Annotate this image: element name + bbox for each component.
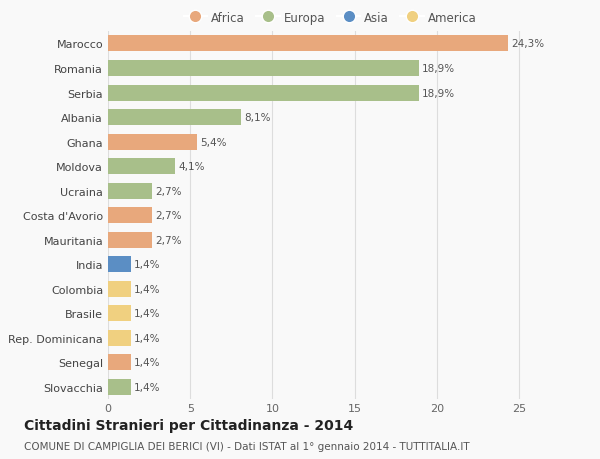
Text: 1,4%: 1,4% <box>134 358 161 368</box>
Bar <box>108 159 175 175</box>
Bar <box>108 355 131 370</box>
Text: 4,1%: 4,1% <box>179 162 205 172</box>
Bar <box>108 257 131 273</box>
Bar <box>108 379 131 395</box>
Legend: Africa, Europa, Asia, America: Africa, Europa, Asia, America <box>179 7 481 29</box>
Bar <box>108 281 131 297</box>
Bar <box>108 330 131 346</box>
Text: 2,7%: 2,7% <box>155 235 182 245</box>
Bar <box>108 61 419 77</box>
Bar <box>108 110 241 126</box>
Text: 18,9%: 18,9% <box>422 88 455 98</box>
Text: 18,9%: 18,9% <box>422 64 455 74</box>
Bar <box>108 183 152 199</box>
Text: 2,7%: 2,7% <box>155 211 182 221</box>
Text: 1,4%: 1,4% <box>134 382 161 392</box>
Text: 1,4%: 1,4% <box>134 333 161 343</box>
Text: 8,1%: 8,1% <box>244 113 271 123</box>
Bar <box>108 85 419 101</box>
Text: 5,4%: 5,4% <box>200 137 227 147</box>
Text: 24,3%: 24,3% <box>511 39 544 50</box>
Text: Cittadini Stranieri per Cittadinanza - 2014: Cittadini Stranieri per Cittadinanza - 2… <box>24 418 353 431</box>
Bar <box>108 306 131 322</box>
Text: 1,4%: 1,4% <box>134 308 161 319</box>
Bar <box>108 208 152 224</box>
Text: 1,4%: 1,4% <box>134 260 161 270</box>
Text: 1,4%: 1,4% <box>134 284 161 294</box>
Bar <box>108 134 197 150</box>
Text: COMUNE DI CAMPIGLIA DEI BERICI (VI) - Dati ISTAT al 1° gennaio 2014 - TUTTITALIA: COMUNE DI CAMPIGLIA DEI BERICI (VI) - Da… <box>24 441 470 451</box>
Bar <box>108 36 508 52</box>
Bar <box>108 232 152 248</box>
Text: 2,7%: 2,7% <box>155 186 182 196</box>
